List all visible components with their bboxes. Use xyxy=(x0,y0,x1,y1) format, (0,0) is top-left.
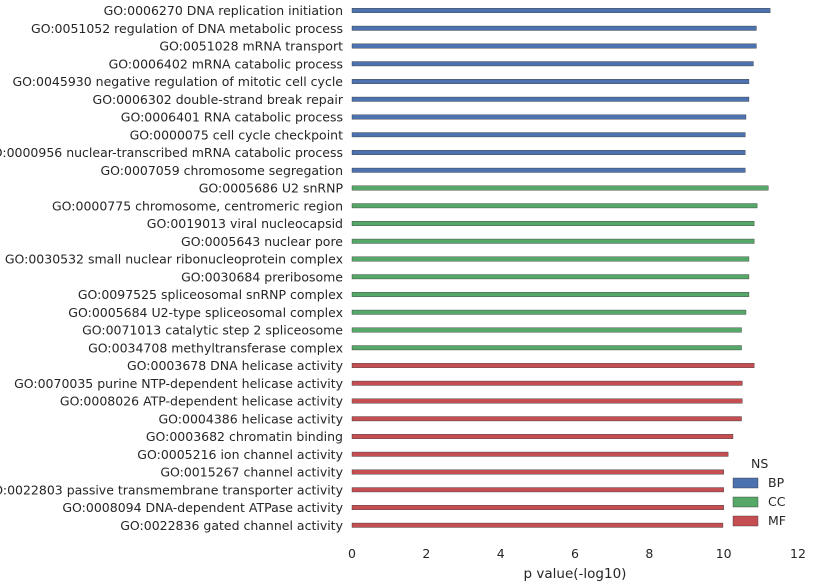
category-label: GO:0030532 small nuclear ribonucleoprote… xyxy=(5,252,343,267)
category-label: GO:0008026 ATP-dependent helicase activi… xyxy=(60,394,344,409)
category-label: GO:0070035 purine NTP-dependent helicase… xyxy=(14,376,344,391)
category-label: GO:0071013 catalytic step 2 spliceosome xyxy=(82,323,343,338)
bar-go-0000956 xyxy=(351,150,746,155)
category-label: GO:0030684 preribosome xyxy=(181,269,343,284)
category-label: GO:0003682 chromatin binding xyxy=(146,429,343,444)
category-label: GO:0004386 helicase activity xyxy=(158,411,343,426)
legend-label-mf: MF xyxy=(768,513,786,528)
bar-go-0034708 xyxy=(351,345,742,351)
bar-go-0005643 xyxy=(351,238,755,244)
bar-go-0003678 xyxy=(351,363,755,368)
bar-go-0000775 xyxy=(351,203,758,209)
category-label: GO:0006302 double-strand break repair xyxy=(93,92,344,107)
bar-go-0005216 xyxy=(351,451,729,457)
category-label: GO:0005643 nuclear pore xyxy=(181,234,343,249)
bar-go-0000075 xyxy=(351,132,746,138)
bar-go-0007059 xyxy=(351,167,746,173)
legend-label-bp: BP xyxy=(768,475,785,490)
bar-go-0008026 xyxy=(351,398,743,404)
bar-go-0022803 xyxy=(351,487,724,493)
bar-go-0006402 xyxy=(351,61,754,67)
bar-go-0030532 xyxy=(351,256,750,262)
bar-go-0015267 xyxy=(351,469,724,475)
category-labels: GO:0006270 DNA replication initiation GO:… xyxy=(0,3,344,533)
x-tick-label: 4 xyxy=(497,546,505,561)
category-label: GO:0005686 U2 snRNP xyxy=(199,181,344,196)
bar-go-0003682 xyxy=(351,434,734,439)
category-label: GO:0097525 spliceosomal snRNP complex xyxy=(78,287,343,302)
category-label: GO:0000075 cell cycle checkpoint xyxy=(130,127,343,142)
bar-go-0030684 xyxy=(351,274,750,280)
legend-swatch-bp xyxy=(732,477,759,489)
bar-go-0008094 xyxy=(351,505,724,510)
x-tick-label: 2 xyxy=(422,546,430,561)
bar-go-0071013 xyxy=(351,327,742,333)
category-label: GO:0051052 regulation of DNA metabolic p… xyxy=(31,21,343,36)
x-axis-ticks: 0 2 4 6 8 10 12 xyxy=(348,546,806,561)
legend-label-cc: CC xyxy=(768,494,786,509)
category-label: GO:0000775 chromosome, centromeric regio… xyxy=(52,198,343,213)
x-axis-title: p value(-log10) xyxy=(524,566,627,582)
category-label: GO:0008094 DNA-dependent ATPase activity xyxy=(62,500,343,515)
bar-go-0006270 xyxy=(351,8,771,13)
x-tick-label: 10 xyxy=(716,546,732,561)
legend-swatch-mf xyxy=(732,515,759,527)
category-label: GO:0000956 nuclear-transcribed mRNA cata… xyxy=(0,145,343,160)
bar-go-0097525 xyxy=(351,292,750,297)
bar-go-0051028 xyxy=(351,43,757,49)
category-label: GO:0019013 viral nucleocapsid xyxy=(147,216,343,231)
category-label: GO:0022803 passive transmembrane transpo… xyxy=(0,482,344,497)
category-label: GO:0006402 mRNA catabolic process xyxy=(109,56,343,71)
category-label: GO:0051028 mRNA transport xyxy=(159,39,343,54)
bar-go-0006302 xyxy=(351,96,750,102)
category-label: GO:0015267 channel activity xyxy=(160,465,343,480)
category-label: GO:0006401 RNA catabolic process xyxy=(121,110,343,125)
category-label: GO:0007059 chromosome segregation xyxy=(100,163,343,178)
category-label: GO:0003678 DNA helicase activity xyxy=(127,358,344,373)
category-label: GO:0006270 DNA replication initiation xyxy=(104,3,343,18)
legend: NS BP CC MF xyxy=(732,456,786,528)
bar-go-0070035 xyxy=(351,380,743,386)
bar-go-0051052 xyxy=(351,25,757,31)
category-label: GO:0005684 U2-type spliceosomal complex xyxy=(68,305,343,320)
bar-go-0005684 xyxy=(351,309,747,315)
category-label: GO:0034708 methyltransferase complex xyxy=(88,340,343,355)
bar-go-0005686 xyxy=(351,185,769,191)
legend-swatch-cc xyxy=(732,496,759,508)
bar-go-0045930 xyxy=(351,79,750,84)
category-label: GO:0022836 gated channel activity xyxy=(120,518,343,533)
x-tick-label: 6 xyxy=(571,546,579,561)
category-label: GO:0045930 negative regulation of mitoti… xyxy=(13,74,344,89)
bar-go-0022836 xyxy=(351,522,724,528)
bar-go-0006401 xyxy=(351,114,747,120)
x-tick-label: 12 xyxy=(790,546,806,561)
bar-go-0004386 xyxy=(351,416,742,422)
legend-title: NS xyxy=(751,456,768,471)
bars-layer xyxy=(351,8,771,528)
category-label: GO:0005216 ion channel activity xyxy=(137,447,343,462)
x-tick-label: 0 xyxy=(348,546,356,561)
x-tick-label: 8 xyxy=(645,546,653,561)
bar-go-0019013 xyxy=(351,221,755,226)
